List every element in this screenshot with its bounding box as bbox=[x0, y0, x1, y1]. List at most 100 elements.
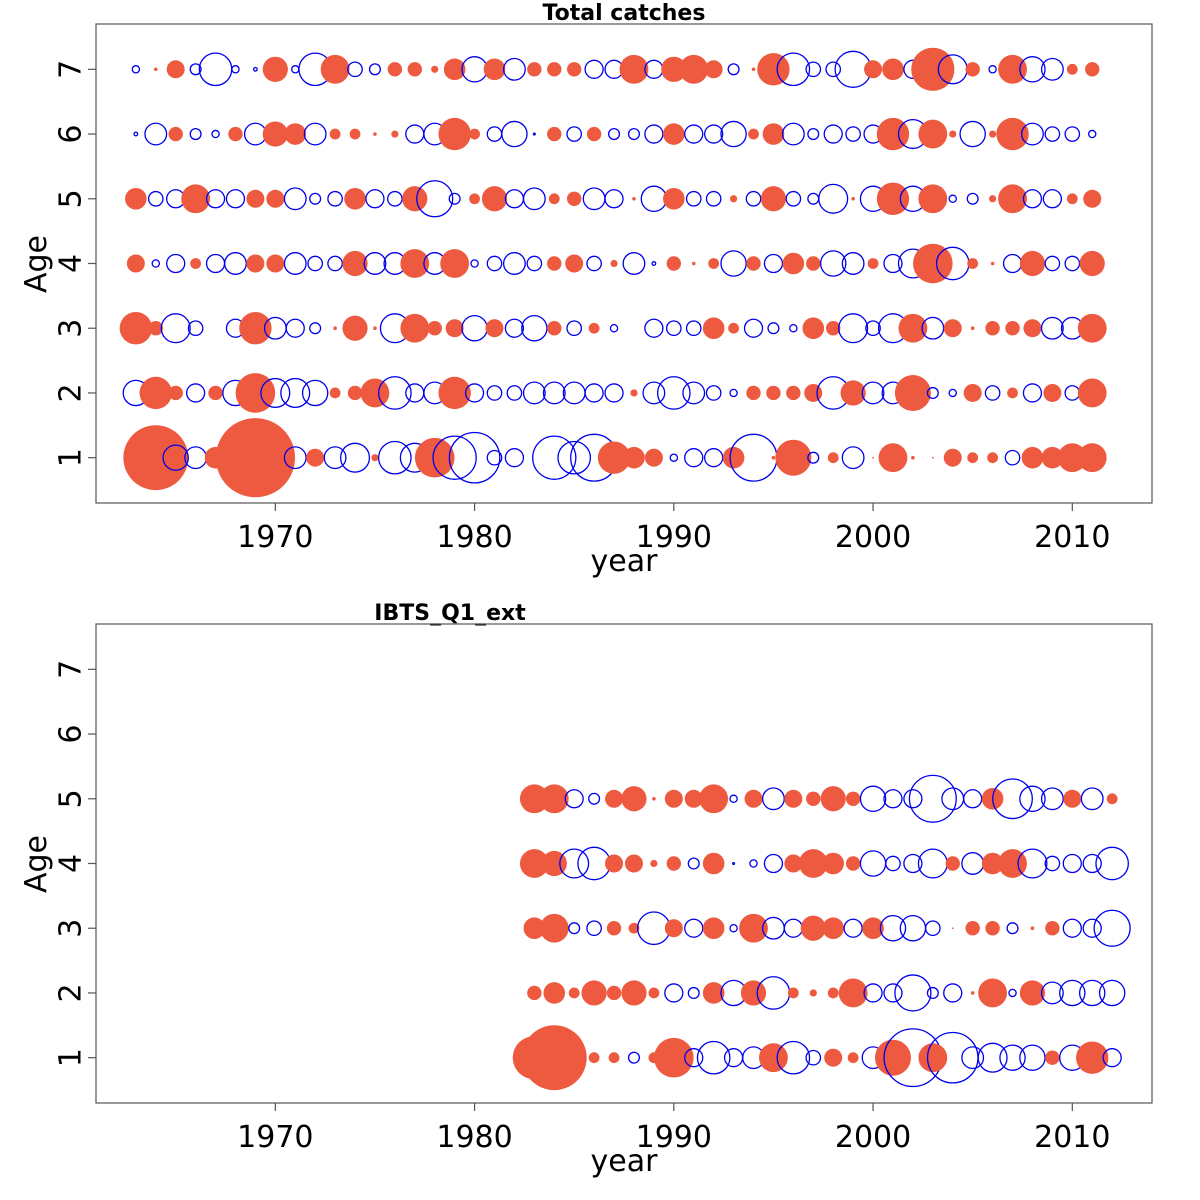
positive-residual-bubble bbox=[1045, 921, 1060, 936]
positive-residual-bubble bbox=[845, 856, 861, 871]
negative-residual-bubble bbox=[486, 255, 503, 272]
negative-residual-bubble bbox=[745, 190, 762, 207]
negative-residual-bubble bbox=[486, 385, 503, 401]
positive-residual-bubble bbox=[547, 62, 562, 77]
x-tick-label: 1980 bbox=[436, 1120, 512, 1155]
positive-residual-bubble bbox=[878, 443, 908, 473]
negative-residual-bubble bbox=[1062, 918, 1082, 938]
y-tick-label: 6 bbox=[54, 124, 89, 143]
negative-residual-bubble bbox=[704, 448, 724, 468]
positive-residual-bubble bbox=[519, 784, 549, 814]
positive-residual-bubble bbox=[1083, 189, 1102, 208]
negative-residual-bubble bbox=[303, 122, 327, 146]
positive-residual-bubble bbox=[722, 446, 745, 469]
negative-residual-bubble bbox=[285, 318, 305, 338]
negative-residual-bubble bbox=[705, 190, 722, 207]
y-axis: 1 2 3 4 5 6 7 bbox=[54, 60, 96, 467]
positive-residual-bubble bbox=[440, 249, 470, 278]
positive-residual-bubble bbox=[588, 322, 600, 334]
positive-residual-bubble bbox=[759, 1043, 788, 1073]
negative-residual-bubble bbox=[1082, 918, 1102, 938]
positive-residual-bubble bbox=[547, 126, 562, 142]
positive-residual-bubble bbox=[751, 67, 756, 72]
positive-residual-bubble bbox=[610, 259, 618, 268]
positive-residual-bubble bbox=[445, 319, 464, 338]
negative-residual-bubble bbox=[211, 129, 220, 139]
positive-residual-bubble bbox=[527, 62, 542, 77]
negative-residual-bubble bbox=[843, 918, 863, 938]
positive-residual-bubble bbox=[407, 62, 422, 77]
negative-residual-bubble bbox=[504, 448, 525, 468]
positive-residual-bubble bbox=[663, 187, 685, 210]
positive-residual-bubble bbox=[806, 256, 821, 271]
positive-residual-bubble bbox=[847, 1052, 859, 1064]
positive-residual-bubble bbox=[548, 193, 560, 205]
x-tick-label: 2010 bbox=[1034, 1120, 1110, 1155]
negative-residual-bubble bbox=[566, 126, 583, 142]
positive-residual-bubble bbox=[666, 256, 682, 271]
negative-residual-bubble bbox=[309, 322, 322, 335]
negative-residual-bubble bbox=[763, 853, 784, 874]
negative-residual-bubble bbox=[859, 785, 887, 813]
negative-residual-bubble bbox=[651, 261, 657, 266]
negative-residual-bubble bbox=[1019, 56, 1046, 83]
negative-residual-bubble bbox=[604, 383, 624, 403]
positive-residual-bubble bbox=[918, 184, 948, 214]
positive-residual-bubble bbox=[228, 126, 243, 142]
negative-residual-bubble bbox=[559, 848, 590, 879]
negative-residual-bubble bbox=[301, 379, 329, 407]
positive-residual-bubble bbox=[342, 250, 368, 277]
x-tick-label: 2010 bbox=[1034, 520, 1110, 555]
negative-residual-bubble bbox=[926, 386, 939, 400]
positive-residual-bubble bbox=[402, 186, 428, 212]
y-tick-label: 6 bbox=[54, 724, 89, 743]
positive-residual-bubble bbox=[787, 987, 799, 999]
negative-residual-bubble bbox=[604, 189, 624, 209]
negative-residual-bubble bbox=[1093, 909, 1131, 947]
positive-residual-bubble bbox=[784, 854, 803, 873]
positive-residual-bubble bbox=[619, 54, 649, 84]
positive-residual-bubble bbox=[809, 989, 817, 997]
negative-residual-bubble bbox=[685, 320, 702, 337]
negative-residual-bubble bbox=[187, 320, 204, 337]
negative-residual-bubble bbox=[640, 185, 668, 213]
negative-residual-bubble bbox=[664, 983, 684, 1003]
negative-residual-bubble bbox=[926, 986, 939, 1000]
positive-residual-bubble bbox=[913, 243, 953, 284]
negative-residual-bubble bbox=[988, 65, 997, 74]
negative-residual-bubble bbox=[283, 252, 307, 275]
x-axis-title: year bbox=[591, 544, 659, 579]
positive-residual-bubble bbox=[760, 186, 787, 212]
positive-residual-bubble bbox=[739, 913, 768, 943]
positive-residual-bubble bbox=[648, 987, 660, 999]
negative-residual-bubble bbox=[807, 127, 820, 141]
x-axis: 1970 1980 1990 2000 2010 bbox=[237, 1103, 1110, 1155]
positive-residual-bubble bbox=[820, 786, 846, 812]
negative-residual-bubble bbox=[819, 250, 847, 277]
positive-residual-bubble bbox=[623, 446, 645, 469]
positive-residual-bubble bbox=[824, 1048, 843, 1067]
positive-residual-bubble bbox=[943, 448, 962, 467]
negative-residual-bubble bbox=[992, 778, 1033, 820]
positive-residual-bubble bbox=[729, 195, 738, 203]
positive-residual-bubble bbox=[1019, 980, 1046, 1006]
positive-residual-bubble bbox=[269, 452, 281, 464]
positive-residual-bubble bbox=[943, 319, 962, 338]
positive-residual-bubble bbox=[746, 385, 761, 401]
positive-residual-bubble bbox=[523, 917, 546, 940]
positive-residual-bubble bbox=[543, 982, 566, 1004]
negative-residual-bubble bbox=[584, 383, 604, 403]
positive-residual-bubble bbox=[360, 378, 390, 408]
x-tick-label: 2000 bbox=[835, 1120, 911, 1155]
negative-residual-bubble bbox=[924, 920, 941, 937]
negative-residual-bubble bbox=[609, 323, 619, 333]
negative-residual-bubble bbox=[818, 183, 849, 214]
positive-residual-bubble bbox=[963, 383, 982, 402]
negative-residual-bubble bbox=[805, 1049, 822, 1066]
negative-residual-bubble bbox=[133, 131, 139, 137]
positive-residual-bubble bbox=[702, 317, 725, 340]
negative-residual-bubble bbox=[582, 187, 606, 211]
negative-residual-bubble bbox=[669, 453, 679, 462]
positive-residual-bubble bbox=[945, 856, 960, 871]
negative-residual-bubble bbox=[526, 255, 543, 272]
